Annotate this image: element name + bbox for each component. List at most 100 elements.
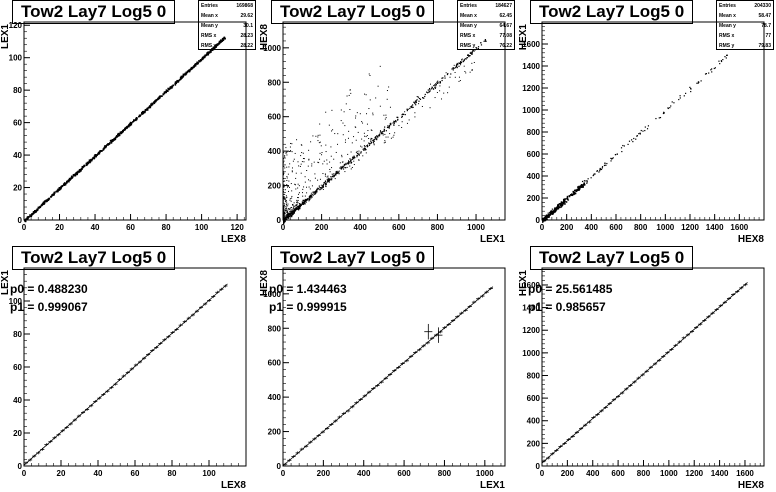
data-point [456,64,458,66]
data-point [406,122,408,124]
data-point [339,167,341,169]
data-point [284,180,286,182]
data-point [286,216,288,218]
data-point [364,148,366,150]
data-point [318,142,320,144]
data-point [69,178,72,180]
data-point [102,149,105,151]
data-point [293,211,295,213]
data-point [91,158,94,161]
data-point [297,197,299,199]
data-point [139,114,141,117]
data-point [351,158,353,160]
data-point [297,187,299,189]
data-point [356,150,358,152]
data-point [284,167,286,169]
data-point [611,157,613,160]
data-point [285,209,287,211]
data-point [412,106,414,108]
data-point [329,171,331,173]
data-point [603,164,606,167]
data-point [93,157,95,159]
data-point [461,58,463,60]
data-point [319,187,322,189]
data-point [325,111,327,113]
data-point [368,142,370,144]
data-point [388,127,390,129]
data-point [322,163,324,165]
data-point [549,214,551,216]
data-point [95,155,97,158]
data-point [714,67,716,69]
data-point [473,61,475,63]
data-point [290,215,292,217]
data-point [304,176,306,178]
data-point [324,182,326,184]
data-point [151,102,153,105]
data-point [710,69,712,71]
data-point [422,97,424,99]
y-tick-label: 200 [527,439,541,448]
data-point [283,220,285,222]
data-point [300,172,302,174]
data-point [288,217,290,219]
data-point [145,109,148,111]
data-point [319,123,321,125]
data-point [353,164,355,166]
data-point [283,215,285,217]
data-point [372,139,374,142]
data-point [289,208,291,210]
data-point [564,198,566,200]
y-tick-label: 80 [13,86,22,95]
data-point [372,141,374,143]
fit-p0: p0 = 0.488230 [10,282,88,296]
data-point [383,114,385,116]
data-point [547,214,550,216]
data-point [304,198,306,201]
data-point [667,107,669,110]
data-point [60,187,63,189]
data-point [283,215,285,217]
data-point [157,98,159,101]
x-tick-label: 60 [131,469,140,478]
data-point [291,171,293,173]
data-point [309,188,311,190]
plot-title: Tow2 Lay7 Log5 0 [530,246,694,270]
data-point [384,133,386,135]
data-point [325,185,327,187]
data-point [358,154,361,156]
data-point [162,93,165,95]
data-point [189,68,192,70]
data-point [291,197,293,199]
data-point [398,125,400,127]
data-point [90,159,93,162]
data-point [353,156,355,158]
data-point [182,74,185,77]
data-point [390,137,392,139]
data-point [298,192,300,194]
data-point [146,107,149,110]
data-point [283,193,284,195]
data-point [297,206,299,208]
data-point [291,143,293,145]
data-point [43,201,46,204]
data-point [360,145,362,147]
data-point [563,201,566,203]
data-point [316,189,318,192]
data-point [332,174,334,176]
data-point [417,97,419,99]
data-point [644,129,646,132]
data-point [194,63,197,65]
data-point [295,208,297,210]
data-point [30,214,33,217]
data-point [474,49,476,51]
data-point [372,112,374,114]
x-tick-label: 200 [315,223,329,232]
data-point [298,165,300,167]
data-point [364,135,366,137]
data-point [291,212,293,214]
data-point [333,158,335,160]
x-tick-label: 0 [22,223,27,232]
data-point [283,218,285,220]
data-marks [542,54,728,223]
